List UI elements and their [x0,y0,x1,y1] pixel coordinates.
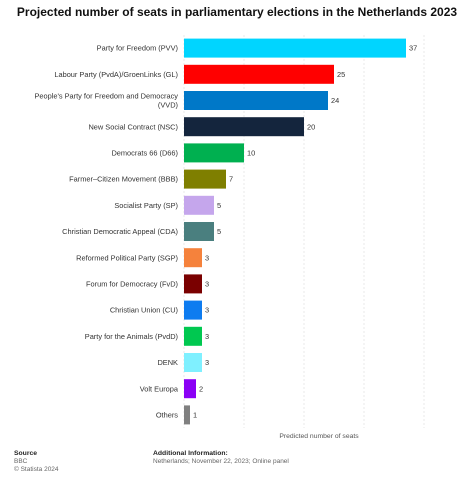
bars [184,38,406,425]
bar[interactable] [184,222,214,241]
category-label: Labour Party (PvdA)/GroenLinks (GL) [54,70,178,79]
value-label: 1 [193,411,197,420]
category-label: Volt Europa [140,384,179,393]
bar[interactable] [184,91,328,110]
x-axis-label: Predicted number of seats [279,433,359,440]
category-label: New Social Contract (NSC) [88,122,178,131]
bar[interactable] [184,353,202,372]
value-label: 24 [331,96,339,105]
bar[interactable] [184,143,244,163]
bar[interactable] [184,300,202,320]
value-labels: 37 25 24 20 10 7 5 5 3 3 3 3 3 2 1 [193,44,417,420]
value-label: 3 [205,253,209,262]
source-label: Source [14,450,38,457]
category-label: Christian Democratic Appeal (CDA) [62,227,178,236]
category-label: DENK [157,358,178,367]
value-label: 5 [217,227,221,236]
bar[interactable] [184,117,304,137]
category-label: Reformed Political Party (SGP) [76,253,178,262]
category-label: Party for Freedom (PVV) [97,44,178,53]
value-label: 20 [307,122,315,131]
value-label: 3 [205,332,209,341]
value-label: 3 [205,280,209,289]
value-label: 7 [229,175,233,184]
value-label: 3 [205,358,209,367]
category-label: Farmer–Citizen Movement (BBB) [69,175,178,184]
category-label: People's Party for Freedom and Democracy… [34,92,178,110]
chart-title: Projected number of seats in parliamenta… [16,5,458,19]
additional-info-block: Additional Information: Netherlands; Nov… [153,450,289,466]
additional-info-label: Additional Information: [153,450,228,457]
bar[interactable] [184,64,334,84]
category-labels: Party for Freedom (PVV) Labour Party (Pvd… [34,44,178,420]
value-label: 10 [247,149,255,158]
copyright: © Statista 2024 [14,466,59,473]
bar[interactable] [184,405,190,425]
category-label: Democrats 66 (D66) [111,149,178,158]
value-label: 25 [337,70,345,79]
category-label: Others [156,411,178,420]
value-label: 5 [217,201,221,210]
category-label: Forum for Democracy (FvD) [86,280,178,289]
source-block: Source BBC © Statista 2024 [14,450,59,474]
bar[interactable] [184,248,202,268]
value-label: 3 [205,306,209,315]
additional-info-text: Netherlands; November 22, 2023; Online p… [153,458,289,465]
bar[interactable] [184,38,406,58]
bar[interactable] [184,274,202,294]
bar[interactable] [184,169,226,189]
category-label: Socialist Party (SP) [114,201,178,210]
category-label: Party for the Animals (PvdD) [85,332,178,341]
bar[interactable] [184,326,202,346]
category-label: Christian Union (CU) [110,306,178,315]
value-label: 2 [199,384,203,393]
source-name[interactable]: BBC [14,458,28,465]
bar[interactable] [184,379,196,399]
bar[interactable] [184,195,214,215]
value-label: 37 [409,44,417,53]
